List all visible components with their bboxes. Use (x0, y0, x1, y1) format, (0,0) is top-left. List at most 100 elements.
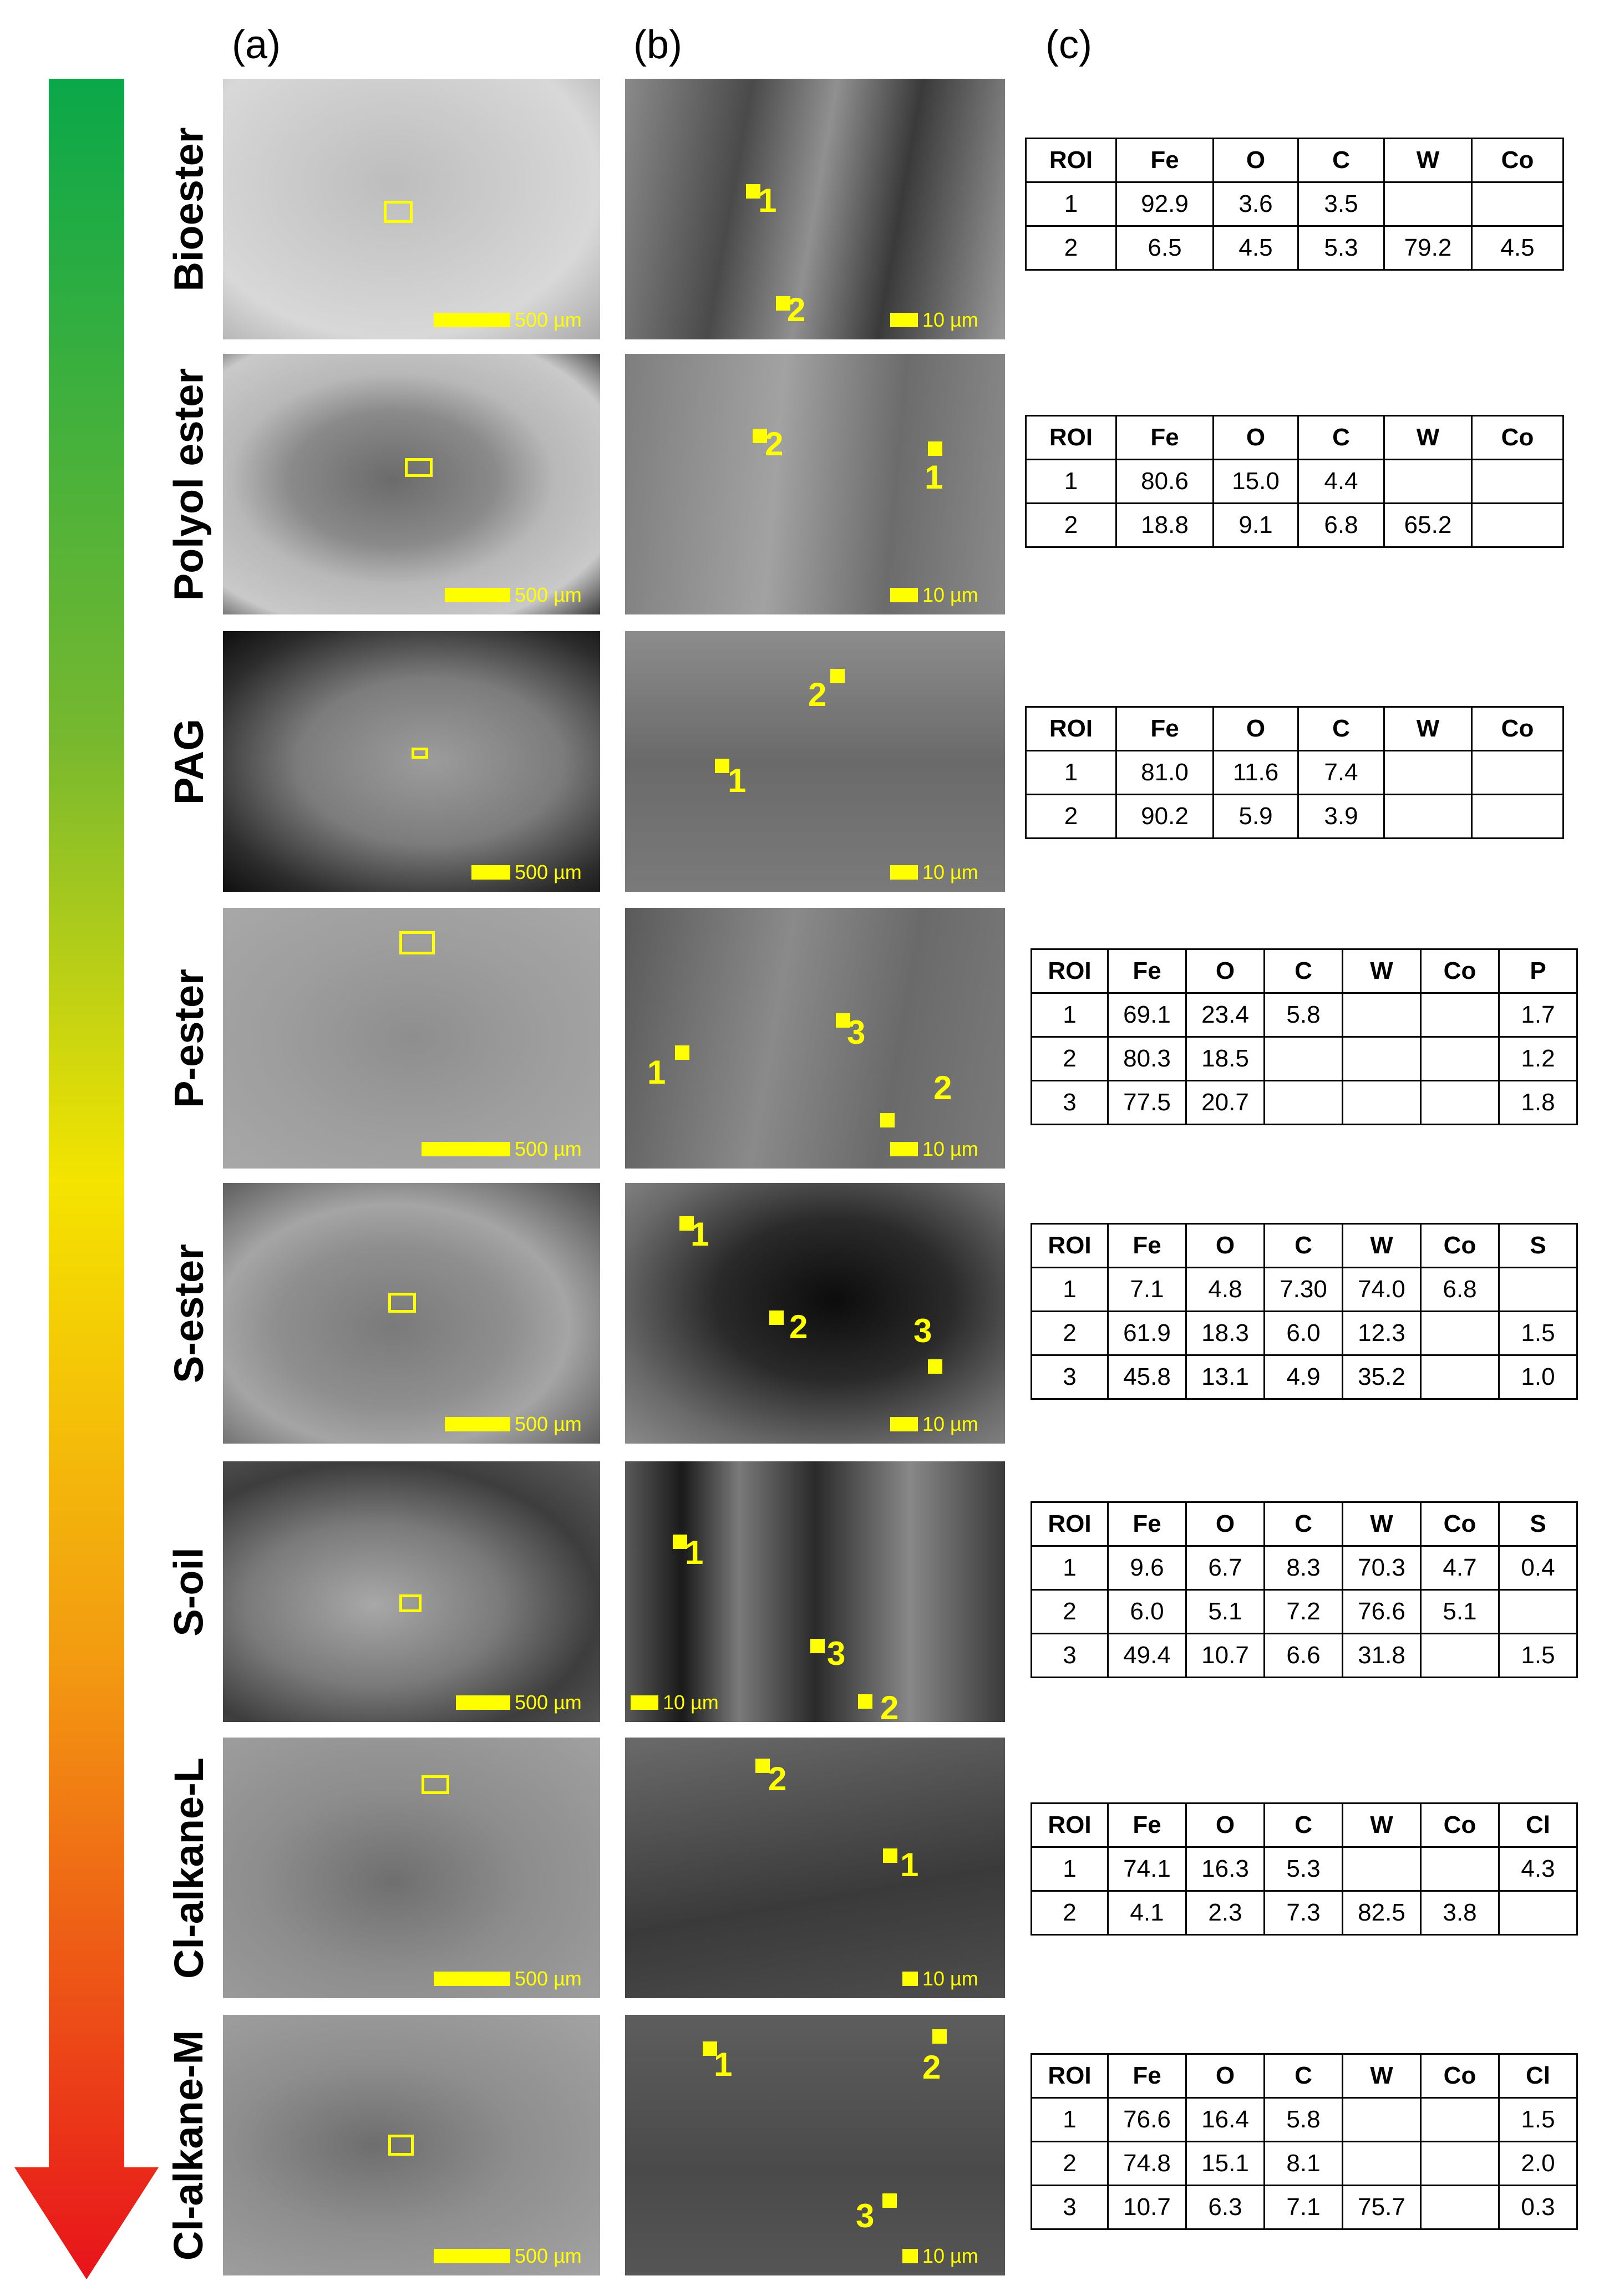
table-row: 1 9.6 6.7 8.3 70.3 4.7 0.4 (1031, 1545, 1578, 1591)
table-cell: 2 (1025, 502, 1117, 548)
table-header-row: ROI Fe O C W Co P (1031, 948, 1578, 994)
scale-bar: 500 µm (434, 308, 582, 332)
table-header-cell: C (1263, 1802, 1343, 1848)
scale-bar-line (434, 2249, 510, 2263)
table-cell: 79.2 (1383, 225, 1473, 271)
table-cell (1263, 1080, 1343, 1125)
table-cell: 6.6 (1263, 1633, 1343, 1678)
table-cell (1420, 992, 1500, 1038)
table-header-cell: Fe (1107, 1223, 1187, 1268)
scale-bar-line (902, 1972, 918, 1986)
table-cell: 16.4 (1185, 2097, 1265, 2142)
table-row: 3 45.8 13.1 4.9 35.2 1.0 (1031, 1354, 1578, 1400)
sem-image-detail: 1 3 2 10 µm (625, 908, 1005, 1169)
roi-highlight-box (399, 1594, 422, 1612)
roi-marker-number: 3 (827, 1635, 846, 1672)
scale-bar-label: 500 µm (515, 1967, 582, 1990)
table-cell: 4.5 (1471, 225, 1564, 271)
table-cell (1383, 750, 1473, 795)
scale-bar-line (445, 588, 510, 602)
table-row: 2 80.3 18.5 1.2 (1031, 1036, 1578, 1081)
table-cell: 5.8 (1263, 992, 1343, 1038)
table-cell: 5.3 (1297, 225, 1385, 271)
table-cell: 2 (1025, 794, 1117, 839)
scale-bar-label: 500 µm (515, 861, 582, 883)
table-header-cell: ROI (1031, 2053, 1109, 2099)
sem-image-wear-scar: 500 µm (223, 79, 600, 339)
table-cell: 1.8 (1498, 1080, 1578, 1125)
roi-marker (679, 1216, 694, 1231)
table-cell: 7.1 (1263, 2185, 1343, 2230)
roi-marker-number: 2 (765, 425, 784, 463)
table-header-cell: Fe (1115, 138, 1214, 183)
table-cell (1420, 1846, 1500, 1892)
scale-bar: 500 µm (445, 583, 582, 607)
table-cell (1420, 1080, 1500, 1125)
table-cell: 1.2 (1498, 1036, 1578, 1081)
table-header-cell: O (1212, 706, 1299, 751)
row-label-text: S-ester (165, 1243, 212, 1383)
table-header-row: ROI Fe O C W Co S (1031, 1223, 1578, 1268)
roi-marker-number: 2 (933, 1069, 952, 1106)
table-header-row: ROI Fe O C W Co Cl (1031, 2053, 1578, 2099)
row-label-text: Polyol ester (165, 368, 212, 601)
sem-image-detail: 1 3 2 10 µm (625, 1461, 1005, 1722)
gradient-arrow-shape (14, 79, 159, 2279)
table-header-cell: C (1297, 138, 1385, 183)
sem-image-background (223, 631, 600, 892)
roi-marker (883, 1848, 897, 1863)
table-cell: 1 (1031, 1846, 1109, 1892)
sem-image-background (625, 908, 1005, 1169)
scale-bar-label: 10 µm (922, 2244, 978, 2267)
scale-bar-label: 500 µm (515, 1413, 582, 1435)
table-header-cell: O (1185, 2053, 1265, 2099)
table-header-cell: ROI (1025, 706, 1117, 751)
column-label-c: (c) (1045, 23, 1092, 67)
table-cell: 2 (1031, 1589, 1109, 1634)
table-cell: 74.8 (1107, 2141, 1187, 2186)
table-cell: 6.0 (1263, 1310, 1343, 1356)
sem-image-background (625, 354, 1005, 614)
table-header-cell: W (1342, 1223, 1422, 1268)
table-row: 2 6.5 4.5 5.3 79.2 4.5 (1025, 225, 1564, 271)
table-row: 2 18.8 9.1 6.8 65.2 (1025, 502, 1564, 548)
table-row: 2 4.1 2.3 7.3 82.5 3.8 (1031, 1890, 1578, 1936)
eds-composition-table: ROI Fe O C W Co 1 92.9 3.6 3.5 2 6.5 4.5 5.3 79.2 4.5 (1025, 138, 1564, 271)
column-label-a: (a) (232, 23, 281, 67)
table-cell: 81.0 (1115, 750, 1214, 795)
row-label: Polyol ester (161, 354, 216, 614)
table-cell: 2 (1031, 1036, 1109, 1081)
table-row: 1 80.6 15.0 4.4 (1025, 459, 1564, 504)
sem-image-wear-scar: 500 µm (223, 1183, 600, 1444)
table-header-cell: O (1185, 1501, 1265, 1547)
roi-marker-number: 1 (728, 762, 747, 799)
scale-bar: 10 µm (902, 1967, 978, 1990)
table-cell: 9.6 (1107, 1545, 1187, 1591)
table-cell: 1 (1031, 992, 1109, 1038)
scale-bar-line (890, 1142, 918, 1156)
sem-image-wear-scar: 500 µm (223, 631, 600, 892)
table-row: 1 92.9 3.6 3.5 (1025, 181, 1564, 227)
table-cell: 2.3 (1185, 1890, 1265, 1936)
sem-image-detail: 2 1 10 µm (625, 631, 1005, 892)
row-label: S-ester (161, 1183, 216, 1444)
table-cell: 1 (1025, 459, 1117, 504)
scale-bar-label: 10 µm (922, 583, 978, 606)
roi-marker (753, 429, 767, 443)
table-cell: 77.5 (1107, 1080, 1187, 1125)
table-cell: 80.6 (1115, 459, 1214, 504)
roi-marker-number: 2 (922, 2049, 941, 2086)
sem-image-detail: 2 1 10 µm (625, 354, 1005, 614)
row-label-text: PAG (165, 718, 212, 805)
table-cell: 3 (1031, 1080, 1109, 1125)
table-header-cell: Co (1471, 138, 1564, 183)
table-cell: 12.3 (1342, 1310, 1422, 1356)
row-label-text: P-ester (165, 968, 212, 1108)
table-header-cell: C (1297, 706, 1385, 751)
table-header-cell: Co (1471, 415, 1564, 460)
table-cell: 5.8 (1263, 2097, 1343, 2142)
table-header-cell: ROI (1031, 1223, 1109, 1268)
table-row: 1 69.1 23.4 5.8 1.7 (1031, 992, 1578, 1038)
roi-marker (746, 184, 760, 199)
table-cell (1471, 459, 1564, 504)
